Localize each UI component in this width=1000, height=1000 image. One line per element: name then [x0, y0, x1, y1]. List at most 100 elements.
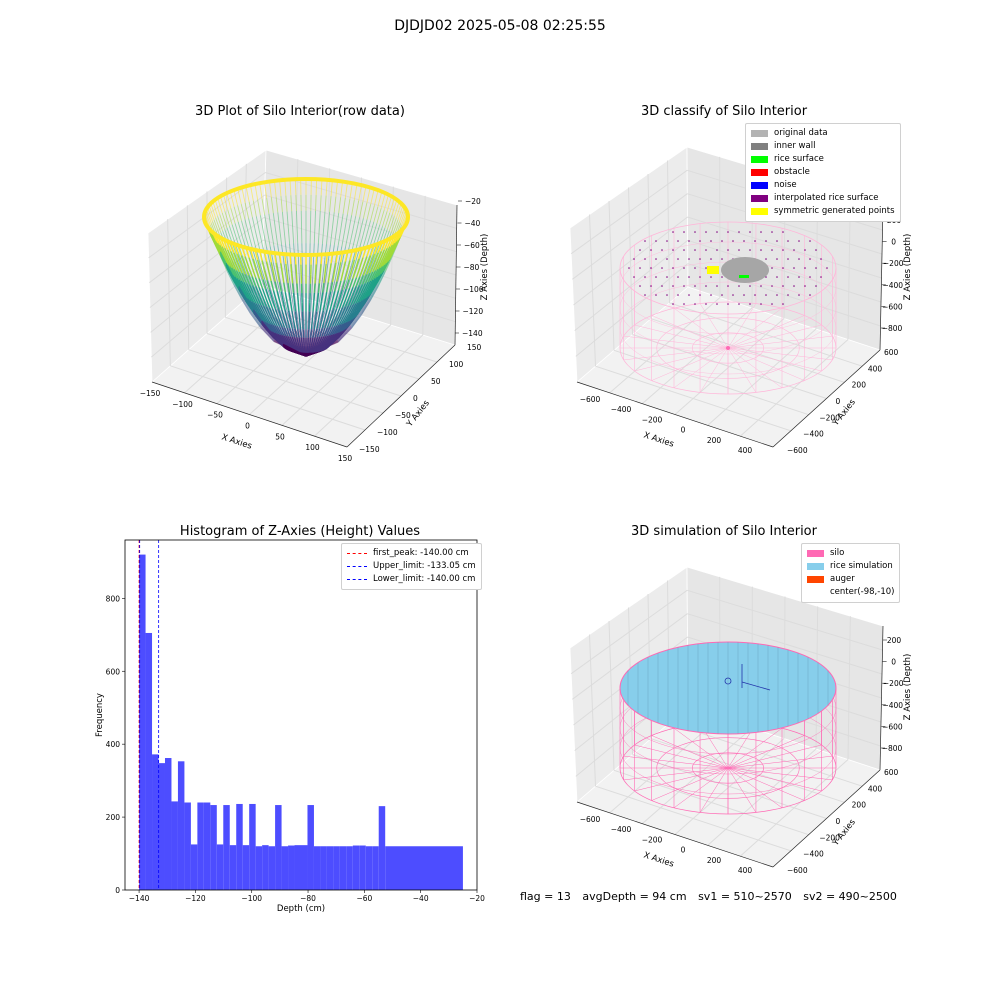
bowl-line	[295, 264, 298, 275]
x-tick-label: −400	[611, 405, 632, 414]
bowl-line	[336, 315, 343, 326]
bowl-line	[308, 311, 312, 331]
bowl-line	[261, 320, 272, 334]
bowl-line	[325, 260, 329, 278]
silo-spoke	[651, 767, 729, 801]
bowl-line	[351, 199, 355, 216]
x-axis-line	[151, 381, 348, 448]
bowl-line	[282, 343, 307, 357]
bowl-line	[281, 272, 285, 283]
bowl-line	[348, 278, 354, 289]
bowl-line	[335, 323, 342, 334]
bowl-line	[272, 324, 279, 335]
histogram-bar	[223, 805, 230, 890]
bowl-line	[229, 244, 237, 260]
interpolated-point	[760, 303, 762, 305]
z-tick-label: −120	[463, 307, 484, 316]
bowl-line	[338, 307, 344, 318]
bowl-line	[254, 184, 259, 200]
bowl-line	[338, 322, 346, 333]
bowl-line	[237, 257, 244, 274]
bowl-line	[303, 345, 306, 354]
bowl-line	[317, 310, 321, 321]
bowl-line	[319, 264, 322, 274]
bowl-line	[384, 212, 391, 228]
bowl-line	[279, 228, 283, 245]
interpolated-point	[771, 231, 773, 233]
bowl-line	[283, 227, 286, 245]
bowl-line	[265, 314, 272, 325]
interpolated-point	[705, 303, 707, 305]
bowl-line	[250, 185, 254, 201]
bowl-line	[361, 274, 368, 285]
bowl-line	[259, 269, 264, 280]
bowl-line	[272, 316, 278, 327]
y-tick-label: 200	[106, 813, 121, 822]
y-tick-label: 50	[431, 377, 441, 386]
x-tick-label: 100	[305, 443, 320, 452]
legend-label: original data	[774, 128, 828, 138]
bowl-line	[250, 311, 262, 327]
histogram-legend: first_peak: -140.00 cm Upper_limit: -133…	[341, 543, 482, 590]
interpolated-point	[716, 285, 718, 287]
bowl-line	[223, 194, 229, 210]
bowl-line	[271, 299, 277, 310]
bowl-line	[324, 318, 329, 329]
bowl-line	[320, 179, 323, 196]
bowl-line	[262, 313, 270, 324]
legend-label: Lower_limit: -140.00 cm	[373, 574, 476, 584]
bowl-line	[370, 284, 379, 300]
bowl-line	[298, 259, 300, 277]
x-tick-label: −200	[642, 835, 663, 844]
bowl-line	[357, 291, 364, 303]
interpolated-point	[776, 276, 778, 278]
x-axis-line	[576, 801, 774, 868]
bowl-line	[281, 326, 287, 337]
legend-label: first_peak: -140.00 cm	[373, 548, 469, 558]
interpolated-point	[644, 294, 646, 296]
floor-grid-line	[669, 722, 863, 787]
bowl-line	[350, 302, 357, 314]
interpolated-point	[688, 258, 690, 260]
bowl-line	[245, 271, 253, 288]
bowl-line	[324, 263, 327, 274]
silo-cylinder	[619, 641, 837, 815]
bowl-line	[313, 344, 320, 353]
y-tick-label: 800	[106, 594, 121, 603]
legend-item: silo	[807, 547, 894, 560]
z-tick-label: −100	[463, 285, 484, 294]
bowl-line	[316, 336, 321, 346]
bowl-line	[369, 253, 376, 265]
interpolated-point	[765, 258, 767, 260]
bowl-line	[383, 253, 391, 266]
x-tick-label: 150	[338, 454, 353, 463]
bowl-line	[265, 297, 271, 308]
interpolated-point	[782, 231, 784, 233]
bowl-line	[338, 315, 345, 326]
interpolated-point	[672, 267, 674, 269]
interpolated-point	[661, 285, 663, 287]
interpolated-point	[655, 276, 657, 278]
histogram-bar	[145, 632, 153, 890]
bowl-line	[336, 213, 340, 230]
bowl-line	[316, 319, 320, 330]
histogram-bar	[190, 844, 198, 890]
bowl-line	[259, 215, 264, 232]
bowl-line	[267, 280, 274, 298]
bowl-line	[366, 285, 375, 298]
interpolated-point	[754, 294, 756, 296]
bowl-line	[337, 327, 352, 343]
bowl-line	[302, 337, 305, 346]
bowl-line	[283, 335, 290, 345]
bowl-line	[282, 300, 286, 311]
bowl-line	[328, 278, 333, 296]
x-tick-label: −40	[413, 894, 429, 903]
bowl-line	[344, 182, 348, 199]
bowl-line	[334, 316, 340, 327]
legend-swatch	[751, 130, 768, 137]
bowl-line	[243, 272, 251, 289]
x-tick-label: −140	[129, 894, 150, 903]
bowl-line	[308, 337, 312, 346]
z-tick-label: −40	[465, 219, 481, 228]
y-tick-label: 150	[467, 343, 482, 352]
